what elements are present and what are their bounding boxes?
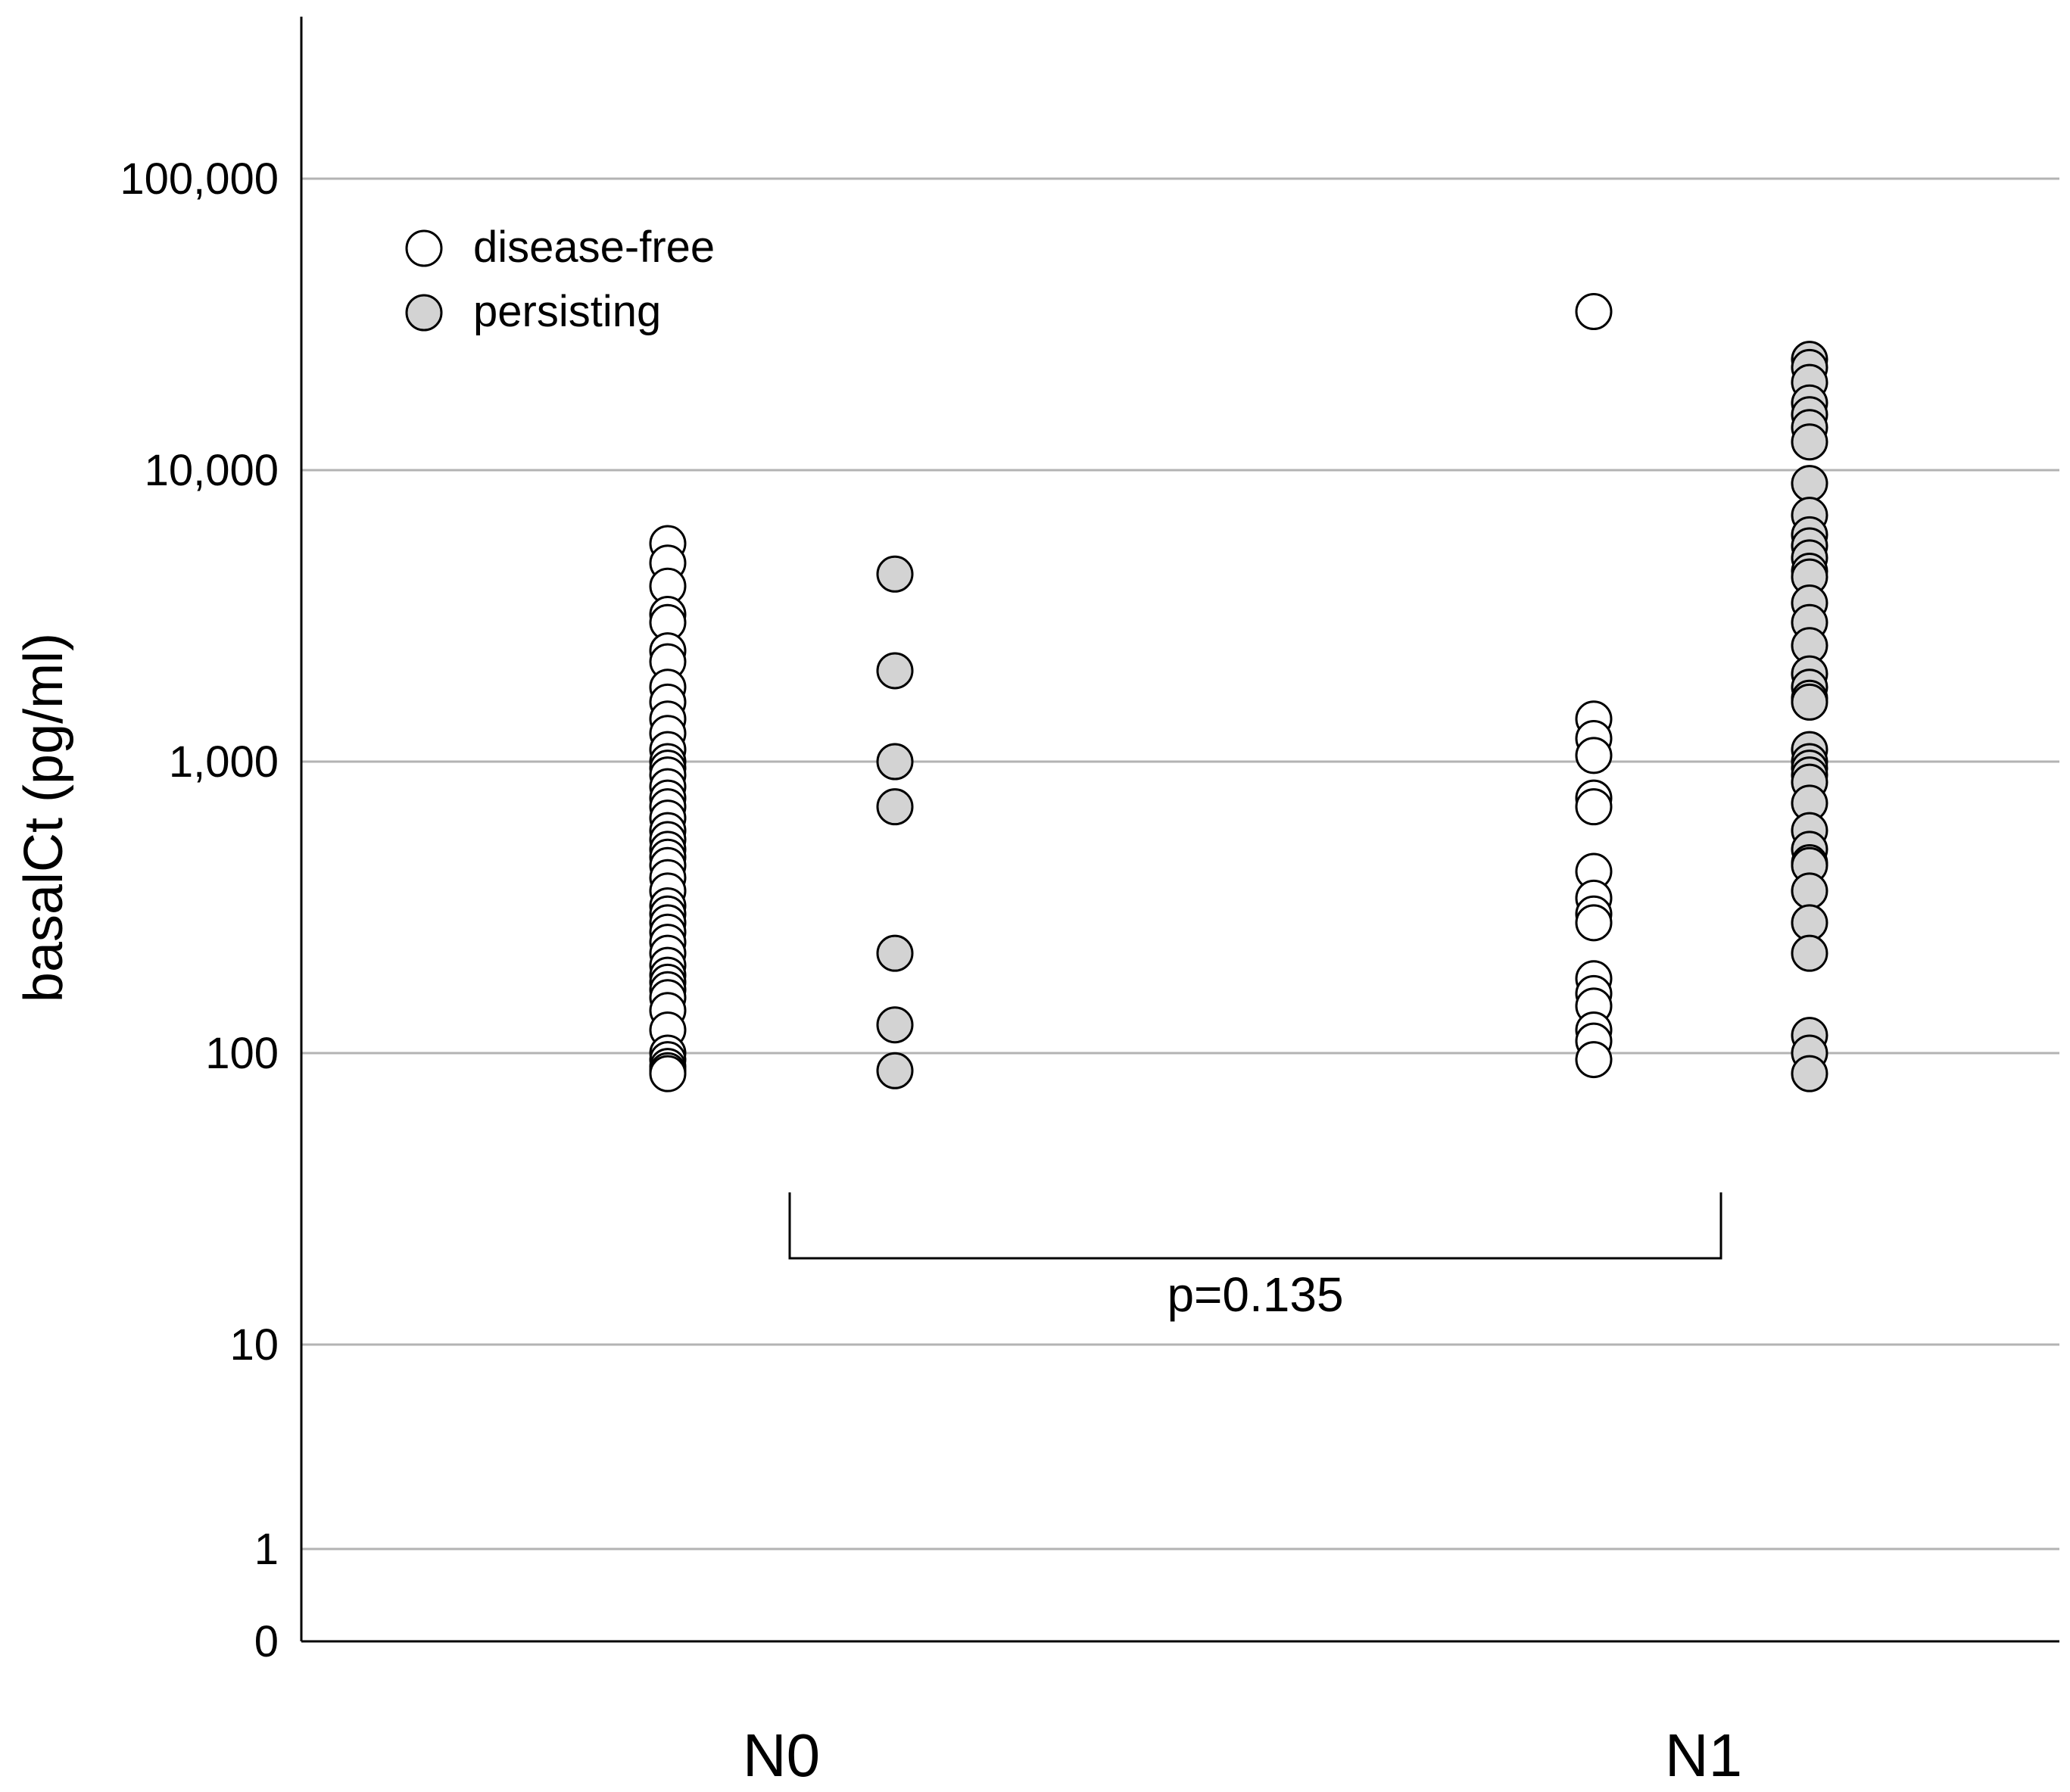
- grid-lines: [301, 177, 2059, 1550]
- data-point-persisting: [876, 1006, 914, 1044]
- data-points: [649, 293, 1828, 1092]
- y-tick-label: 100,000: [120, 154, 279, 204]
- data-point-disease-free: [1575, 293, 1613, 331]
- data-point-disease-free: [1575, 788, 1613, 826]
- data-point-persisting: [1791, 1055, 1828, 1092]
- legend-marker: [405, 294, 443, 332]
- y-tick-label: 1,000: [169, 737, 279, 787]
- data-point-persisting: [876, 652, 914, 690]
- data-point-disease-free: [1575, 904, 1613, 942]
- data-point-persisting: [1791, 872, 1828, 910]
- category-label-n0: N0: [743, 1722, 820, 1789]
- legend-label: persisting: [473, 287, 661, 336]
- data-point-persisting: [876, 934, 914, 972]
- y-tick-labels: 0 1 10 100 1,000 10,000 100,000: [120, 154, 279, 1666]
- data-point-persisting: [876, 555, 914, 593]
- data-point-disease-free: [649, 1055, 687, 1092]
- y-tick-label: 10: [229, 1320, 279, 1370]
- legend-label: disease-free: [473, 223, 715, 272]
- category-label-n1: N1: [1665, 1722, 1742, 1789]
- y-tick-label: 10,000: [145, 446, 279, 495]
- significance-annotation: p=0.135: [788, 1192, 1722, 1322]
- x-category-labels: N0 N1: [743, 1722, 1742, 1789]
- y-tick-label: 0: [254, 1617, 279, 1666]
- data-point-persisting: [876, 743, 914, 781]
- data-point-persisting: [1791, 683, 1828, 721]
- data-point-persisting: [1791, 423, 1828, 461]
- data-point-disease-free: [1575, 737, 1613, 774]
- data-point-persisting: [1791, 934, 1828, 972]
- y-axis-title: basalCt (pg/ml): [14, 633, 74, 1002]
- data-point-persisting: [876, 788, 914, 826]
- axes: [300, 17, 2059, 1643]
- data-point-persisting: [876, 1052, 914, 1089]
- p-value-label: p=0.135: [1167, 1267, 1343, 1322]
- data-point-persisting: [1791, 465, 1828, 503]
- significance-bracket: [788, 1192, 1722, 1260]
- legend: disease-free persisting: [405, 223, 715, 336]
- data-point-disease-free: [1575, 1041, 1613, 1079]
- y-tick-label: 1: [254, 1525, 279, 1574]
- legend-marker: [405, 229, 443, 267]
- y-tick-label: 100: [205, 1029, 279, 1078]
